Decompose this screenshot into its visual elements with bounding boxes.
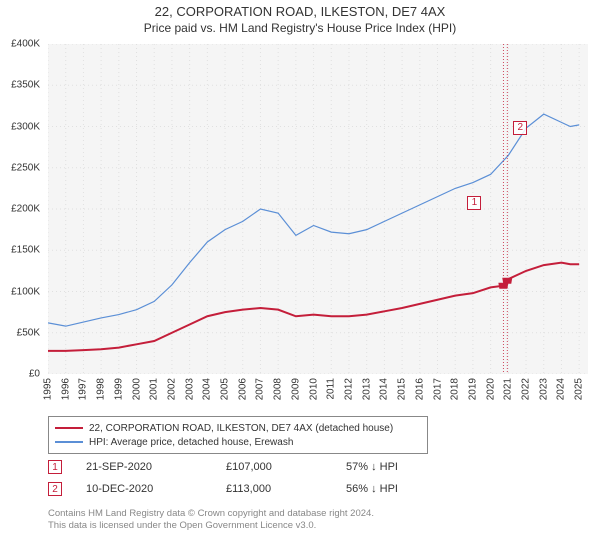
legend-label: 22, CORPORATION ROAD, ILKESTON, DE7 4AX … bbox=[89, 423, 393, 434]
x-tick-label: 2006 bbox=[237, 378, 248, 400]
x-tick-label: 2019 bbox=[467, 378, 478, 400]
x-tick-label: 2001 bbox=[149, 378, 160, 400]
legend-row: HPI: Average price, detached house, Erew… bbox=[55, 435, 421, 449]
sale-date: 10-DEC-2020 bbox=[86, 483, 226, 495]
x-tick-label: 2000 bbox=[131, 378, 142, 400]
x-tick-label: 2012 bbox=[343, 378, 354, 400]
footer-line-1: Contains HM Land Registry data © Crown c… bbox=[48, 508, 588, 520]
x-tick-label: 2008 bbox=[273, 378, 284, 400]
title-sub: Price paid vs. HM Land Registry's House … bbox=[0, 21, 600, 35]
plot-svg bbox=[48, 44, 588, 374]
x-tick-label: 2021 bbox=[503, 378, 514, 400]
footer-block: Contains HM Land Registry data © Crown c… bbox=[48, 508, 588, 533]
sale-marker-box: 1 bbox=[48, 460, 62, 474]
chart-area: 12 bbox=[48, 44, 588, 374]
sale-price: £107,000 bbox=[226, 461, 346, 473]
sale-pct: 56% ↓ HPI bbox=[346, 483, 466, 495]
x-tick-label: 1999 bbox=[113, 378, 124, 400]
x-tick-label: 1998 bbox=[96, 378, 107, 400]
sale-price: £113,000 bbox=[226, 483, 346, 495]
legend-row: 22, CORPORATION ROAD, ILKESTON, DE7 4AX … bbox=[55, 421, 421, 435]
x-tick-label: 2022 bbox=[521, 378, 532, 400]
sale-annotation-1: 1 bbox=[467, 196, 481, 210]
x-tick-label: 2004 bbox=[202, 378, 213, 400]
x-tick-label: 2013 bbox=[361, 378, 372, 400]
y-tick-label: £250K bbox=[11, 162, 40, 173]
sale-pct: 57% ↓ HPI bbox=[346, 461, 466, 473]
page-container: 22, CORPORATION ROAD, ILKESTON, DE7 4AX … bbox=[0, 0, 600, 560]
y-axis-labels: £0£50K£100K£150K£200K£250K£300K£350K£400… bbox=[0, 44, 44, 374]
y-tick-label: £150K bbox=[11, 245, 40, 256]
x-tick-label: 2014 bbox=[379, 378, 390, 400]
legend-swatch bbox=[55, 427, 83, 429]
x-tick-label: 2009 bbox=[290, 378, 301, 400]
x-tick-label: 2007 bbox=[255, 378, 266, 400]
footer-line-2: This data is licensed under the Open Gov… bbox=[48, 520, 588, 532]
x-tick-label: 2015 bbox=[397, 378, 408, 400]
x-tick-label: 2017 bbox=[432, 378, 443, 400]
sales-table: 1 21-SEP-2020£107,00057% ↓ HPI 2 10-DEC-202… bbox=[48, 456, 588, 500]
title-block: 22, CORPORATION ROAD, ILKESTON, DE7 4AX … bbox=[0, 0, 600, 35]
x-tick-label: 2018 bbox=[450, 378, 461, 400]
sale-marker-box: 2 bbox=[48, 482, 62, 496]
x-tick-label: 2010 bbox=[308, 378, 319, 400]
x-tick-label: 2024 bbox=[556, 378, 567, 400]
y-tick-label: £50K bbox=[17, 327, 40, 338]
x-tick-label: 2003 bbox=[184, 378, 195, 400]
x-tick-label: 2002 bbox=[166, 378, 177, 400]
x-tick-label: 2016 bbox=[414, 378, 425, 400]
x-tick-label: 2023 bbox=[538, 378, 549, 400]
y-tick-label: £400K bbox=[11, 39, 40, 50]
title-main: 22, CORPORATION ROAD, ILKESTON, DE7 4AX bbox=[0, 4, 600, 19]
y-tick-label: £100K bbox=[11, 286, 40, 297]
y-tick-label: £300K bbox=[11, 121, 40, 132]
sales-row: 2 10-DEC-2020£113,00056% ↓ HPI bbox=[48, 478, 588, 500]
x-tick-label: 2011 bbox=[326, 378, 337, 400]
y-tick-label: £0 bbox=[29, 369, 40, 380]
x-tick-label: 2025 bbox=[574, 378, 585, 400]
sale-date: 21-SEP-2020 bbox=[86, 461, 226, 473]
x-axis-labels: 1995199619971998199920002001200220032004… bbox=[48, 376, 588, 416]
legend-box: 22, CORPORATION ROAD, ILKESTON, DE7 4AX … bbox=[48, 416, 428, 454]
sale-annotation-2: 2 bbox=[513, 121, 527, 135]
x-tick-label: 1996 bbox=[60, 378, 71, 400]
x-tick-label: 2020 bbox=[485, 378, 496, 400]
legend-swatch bbox=[55, 441, 83, 443]
legend-label: HPI: Average price, detached house, Erew… bbox=[89, 437, 293, 448]
y-tick-label: £350K bbox=[11, 80, 40, 91]
x-tick-label: 1995 bbox=[43, 378, 54, 400]
x-tick-label: 1997 bbox=[78, 378, 89, 400]
y-tick-label: £200K bbox=[11, 204, 40, 215]
sales-row: 1 21-SEP-2020£107,00057% ↓ HPI bbox=[48, 456, 588, 478]
x-tick-label: 2005 bbox=[220, 378, 231, 400]
